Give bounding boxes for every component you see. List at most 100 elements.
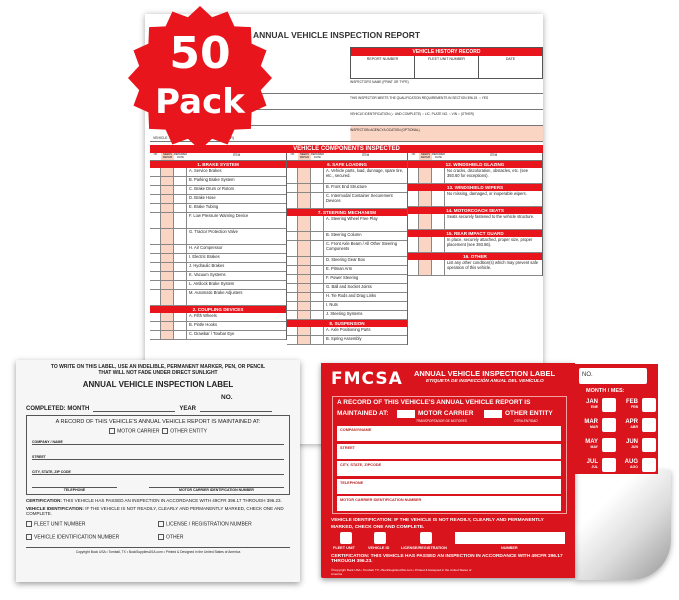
other-checkbox[interactable] [158,534,164,541]
needs-repair-cell[interactable] [161,245,174,253]
needs-repair-cell[interactable] [161,168,174,176]
ok-cell[interactable] [287,241,298,256]
repaired-date-cell[interactable] [311,216,324,231]
street-field[interactable]: STREET [337,444,561,459]
repaired-date-cell[interactable] [174,281,187,289]
fleet-unit-checkbox[interactable] [340,532,352,544]
year-field[interactable] [200,406,272,412]
needs-repair-cell[interactable] [298,241,311,256]
repaired-date-cell[interactable] [432,168,445,183]
needs-repair-cell[interactable] [298,311,311,319]
repaired-date-cell[interactable] [174,313,187,321]
repaired-date-cell[interactable] [174,254,187,262]
repaired-date-cell[interactable] [311,336,324,344]
needs-repair-cell[interactable] [298,168,311,183]
vehicle-id-checkbox[interactable] [374,532,386,544]
number-field[interactable] [455,532,565,544]
needs-repair-cell[interactable] [161,186,174,194]
license-checkbox[interactable] [420,532,432,544]
needs-repair-cell[interactable] [419,214,432,229]
needs-repair-cell[interactable] [419,191,432,206]
ok-cell[interactable] [150,272,161,280]
repaired-date-cell[interactable] [174,195,187,203]
repaired-date-cell[interactable] [311,311,324,319]
repaired-date-cell[interactable] [311,293,324,301]
ok-cell[interactable] [287,168,298,183]
needs-repair-cell[interactable] [298,275,311,283]
repaired-date-cell[interactable] [432,237,445,252]
repaired-date-cell[interactable] [311,302,324,310]
ok-cell[interactable] [150,213,161,228]
needs-repair-cell[interactable] [298,284,311,292]
needs-repair-cell[interactable] [161,263,174,271]
repaired-date-cell[interactable] [174,290,187,305]
ok-cell[interactable] [287,275,298,283]
ok-cell[interactable] [150,290,161,305]
month-checkbox[interactable] [642,458,656,472]
repaired-date-cell[interactable] [432,260,445,275]
ok-cell[interactable] [408,214,419,229]
ok-cell[interactable] [287,327,298,335]
ok-cell[interactable] [150,322,161,330]
ok-cell[interactable] [150,186,161,194]
ok-cell[interactable] [150,331,161,339]
ok-cell[interactable] [150,254,161,262]
ok-cell[interactable] [287,257,298,265]
ok-cell[interactable] [287,184,298,192]
ok-cell[interactable] [287,336,298,344]
telephone-field[interactable]: TELEPHONE [337,479,561,494]
month-checkbox[interactable] [602,458,616,472]
month-checkbox[interactable] [602,398,616,412]
repaired-date-cell[interactable] [174,177,187,185]
ok-cell[interactable] [287,284,298,292]
needs-repair-cell[interactable] [298,216,311,231]
needs-repair-cell[interactable] [298,232,311,240]
month-checkbox[interactable] [602,418,616,432]
repaired-date-cell[interactable] [174,213,187,228]
repaired-date-cell[interactable] [174,331,187,339]
ok-cell[interactable] [150,263,161,271]
ok-cell[interactable] [287,193,298,208]
mcid-field[interactable]: MOTOR CARRIER IDENTIFICATION NUMBER [337,496,561,511]
month-field[interactable] [93,406,176,412]
needs-repair-cell[interactable] [161,195,174,203]
needs-repair-cell[interactable] [161,177,174,185]
needs-repair-cell[interactable] [298,193,311,208]
needs-repair-cell[interactable] [161,313,174,321]
motor-carrier-checkbox[interactable] [109,428,116,434]
needs-repair-cell[interactable] [161,213,174,228]
ok-cell[interactable] [408,168,419,183]
month-checkbox[interactable] [642,418,656,432]
ok-cell[interactable] [408,260,419,275]
ok-cell[interactable] [150,313,161,321]
street-field[interactable]: STREET [32,455,284,461]
mcid-field[interactable]: MOTOR CARRIER IDENTIFICATION NUMBER [149,487,284,492]
needs-repair-cell[interactable] [298,184,311,192]
repaired-date-cell[interactable] [174,186,187,194]
month-checkbox[interactable] [642,398,656,412]
needs-repair-cell[interactable] [161,281,174,289]
needs-repair-cell[interactable] [161,290,174,305]
needs-repair-cell[interactable] [419,260,432,275]
license-checkbox[interactable] [158,521,164,527]
needs-repair-cell[interactable] [298,336,311,344]
repaired-date-cell[interactable] [311,266,324,274]
repaired-date-cell[interactable] [311,241,324,256]
repaired-date-cell[interactable] [311,232,324,240]
ok-cell[interactable] [287,232,298,240]
needs-repair-cell[interactable] [161,272,174,280]
other-entity-checkbox[interactable] [162,428,169,434]
fleet-checkbox[interactable] [26,521,32,527]
ok-cell[interactable] [408,191,419,206]
repaired-date-cell[interactable] [432,214,445,229]
repaired-date-cell[interactable] [311,327,324,335]
repaired-date-cell[interactable] [174,229,187,244]
motor-carrier-checkbox[interactable] [397,410,415,418]
number-box[interactable]: NO. [579,368,647,384]
needs-repair-cell[interactable] [161,254,174,262]
repaired-date-cell[interactable] [174,245,187,253]
needs-repair-cell[interactable] [298,302,311,310]
repaired-date-cell[interactable] [174,204,187,212]
ok-cell[interactable] [150,168,161,176]
telephone-field[interactable]: TELEPHONE [32,487,117,492]
